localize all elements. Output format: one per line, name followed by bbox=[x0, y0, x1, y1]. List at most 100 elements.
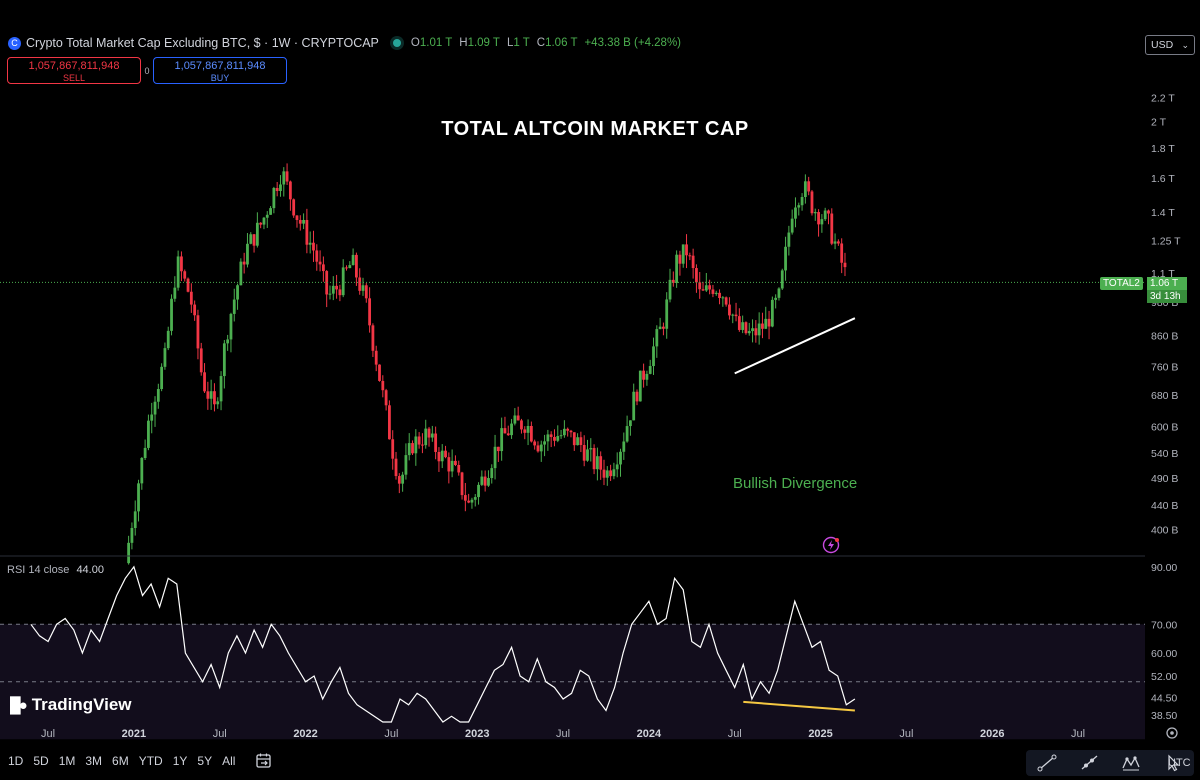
lightning-icon[interactable] bbox=[822, 536, 840, 554]
candle-body bbox=[404, 455, 408, 475]
candle-body bbox=[691, 255, 695, 269]
price-tick-label: 600 B bbox=[1151, 422, 1178, 434]
range-button-all[interactable]: All bbox=[222, 754, 236, 768]
candle-body bbox=[757, 323, 761, 336]
price-tick-label: 1.8 T bbox=[1151, 143, 1175, 155]
rsi-tick-label: 90.00 bbox=[1151, 562, 1177, 574]
candle-body bbox=[275, 187, 279, 191]
candle-body bbox=[675, 254, 679, 283]
ohlc-values: O1.01 T H1.09 T L1 T C1.06 T +43.38 B (+… bbox=[411, 37, 681, 49]
candle-body bbox=[305, 219, 309, 245]
candle-body bbox=[520, 420, 523, 430]
candle-body bbox=[529, 425, 533, 442]
range-button-1y[interactable]: 1Y bbox=[172, 754, 188, 768]
candle-body bbox=[744, 322, 748, 334]
candle-body bbox=[196, 315, 200, 349]
candle-body bbox=[430, 433, 434, 438]
calendar-goto-icon[interactable] bbox=[255, 752, 273, 770]
candle-body bbox=[143, 447, 147, 458]
candle-body bbox=[500, 428, 504, 452]
price-tick-label: 1.6 T bbox=[1151, 173, 1175, 185]
tradingview-logo[interactable]: █● TradingView bbox=[10, 695, 132, 715]
candle-body bbox=[368, 298, 372, 326]
candle-body bbox=[668, 279, 672, 300]
price-tick-label: 1.4 T bbox=[1151, 207, 1175, 219]
candle-body bbox=[457, 464, 461, 473]
candle-body bbox=[153, 401, 157, 415]
pattern-tool-icon[interactable] bbox=[1121, 754, 1141, 772]
candle-body bbox=[648, 366, 652, 374]
annotation-text[interactable]: Bullish Divergence bbox=[733, 475, 858, 492]
price-tick-label: 400 B bbox=[1151, 524, 1178, 536]
candle-body bbox=[671, 279, 675, 283]
rsi-line bbox=[30, 565, 856, 723]
range-button-1m[interactable]: 1M bbox=[58, 754, 76, 768]
candle-body bbox=[836, 241, 840, 244]
timezone-label[interactable]: UTC bbox=[1168, 757, 1191, 769]
candle-body bbox=[536, 445, 540, 452]
range-button-5d[interactable]: 5D bbox=[33, 754, 49, 768]
ray-tool-icon[interactable] bbox=[1079, 754, 1099, 772]
candle-body bbox=[345, 267, 348, 269]
candle-body bbox=[348, 265, 352, 269]
rsi-legend[interactable]: RSI 14 close 44.00 bbox=[7, 564, 104, 576]
range-button-3m[interactable]: 3M bbox=[85, 754, 103, 768]
range-button-5y[interactable]: 5Y bbox=[197, 754, 213, 768]
candle-body bbox=[378, 364, 381, 381]
price-candles bbox=[127, 163, 847, 565]
candle-body bbox=[180, 256, 183, 272]
price-tick-label: 760 B bbox=[1151, 362, 1178, 374]
buy-price: 1,057,867,811,948 bbox=[174, 60, 266, 72]
candle-body bbox=[364, 285, 368, 299]
candle-body bbox=[450, 460, 454, 472]
candle-body bbox=[391, 439, 395, 459]
candle-body bbox=[147, 420, 150, 448]
candle-body bbox=[444, 450, 447, 458]
candle-body bbox=[734, 314, 738, 317]
candle-body bbox=[780, 270, 784, 289]
candle-body bbox=[655, 329, 659, 347]
range-button-1d[interactable]: 1D bbox=[8, 754, 24, 768]
candle-body bbox=[496, 446, 500, 452]
candle-body bbox=[384, 390, 388, 406]
candle-body bbox=[533, 441, 537, 446]
candle-body bbox=[523, 429, 527, 433]
buy-button[interactable]: 1,057,867,811,948 BUY bbox=[153, 57, 287, 84]
candle-body bbox=[493, 446, 497, 469]
candle-body bbox=[747, 331, 751, 334]
range-button-6m[interactable]: 6M bbox=[112, 754, 129, 768]
candle-body bbox=[407, 443, 411, 456]
symbol-badge: TOTAL2 bbox=[1100, 277, 1143, 290]
sell-button[interactable]: 1,057,867,811,948 SELL bbox=[7, 57, 141, 84]
currency-select[interactable]: USD ⌄ bbox=[1145, 35, 1195, 55]
candle-body bbox=[698, 282, 702, 290]
candle-body bbox=[833, 241, 837, 244]
high-label: H bbox=[459, 37, 468, 49]
rsi-tick-label: 44.50 bbox=[1151, 693, 1177, 705]
settings-gear-icon[interactable] bbox=[1166, 727, 1178, 739]
candle-body bbox=[209, 391, 213, 399]
candle-body bbox=[156, 389, 160, 402]
candle-body bbox=[665, 299, 669, 329]
symbol-title[interactable]: Crypto Total Market Cap Excluding BTC, $… bbox=[26, 36, 379, 50]
time-tick-label: 2023 bbox=[465, 728, 489, 740]
candle-body bbox=[576, 437, 579, 446]
candle-body bbox=[242, 261, 246, 265]
range-button-ytd[interactable]: YTD bbox=[138, 754, 163, 768]
candle-body bbox=[308, 242, 312, 245]
candle-body bbox=[774, 297, 778, 300]
candle-body bbox=[704, 285, 708, 291]
candle-body bbox=[572, 432, 576, 446]
sell-label: SELL bbox=[62, 73, 86, 83]
candle-body bbox=[265, 214, 269, 218]
candle-body bbox=[150, 414, 154, 421]
candle-body bbox=[810, 191, 814, 214]
cursor-tool-icon[interactable] bbox=[1163, 754, 1183, 772]
candle-body bbox=[222, 343, 226, 377]
candle-body bbox=[189, 291, 193, 305]
trend-line-tool-icon[interactable] bbox=[1037, 754, 1057, 772]
market-status-icon[interactable] bbox=[392, 39, 401, 47]
candle-body bbox=[186, 278, 190, 292]
